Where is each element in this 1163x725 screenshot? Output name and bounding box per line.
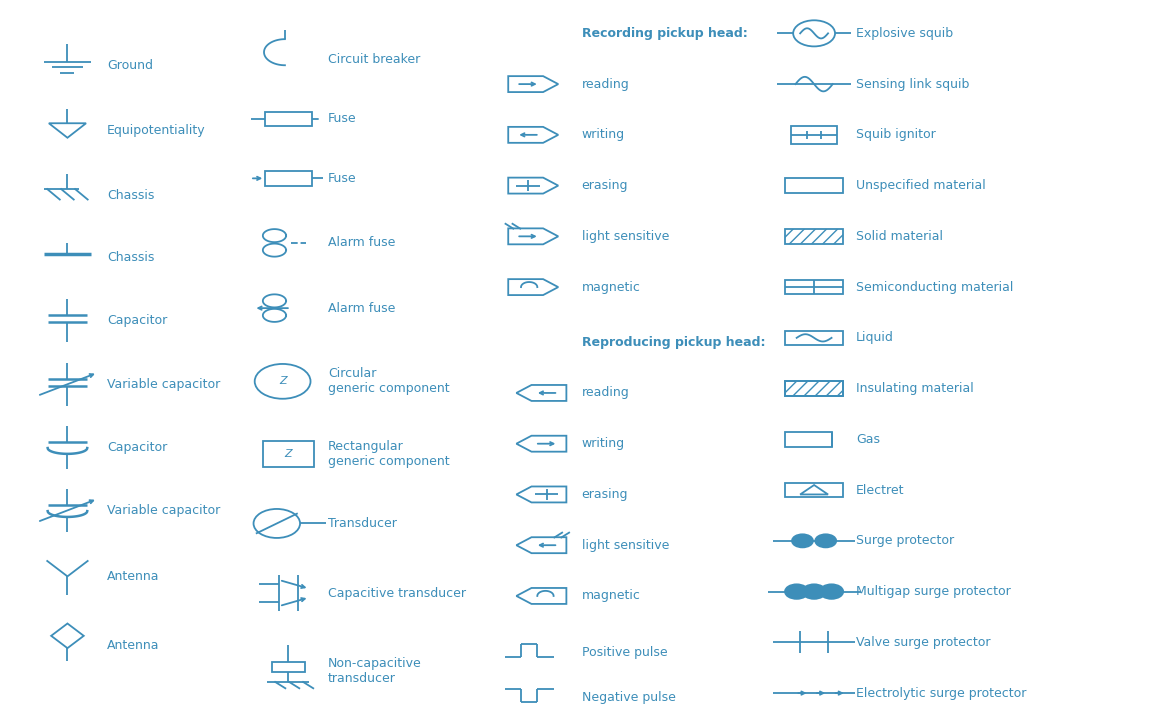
Bar xyxy=(785,331,843,345)
Text: Fuse: Fuse xyxy=(328,112,357,125)
Text: Antenna: Antenna xyxy=(107,639,159,652)
Text: Reproducing pickup head:: Reproducing pickup head: xyxy=(582,336,765,349)
Text: Capacitor: Capacitor xyxy=(107,314,167,327)
Text: reading: reading xyxy=(582,78,629,91)
Text: Gas: Gas xyxy=(856,433,880,446)
Bar xyxy=(272,662,305,672)
Circle shape xyxy=(820,584,843,599)
Text: Electrolytic surge protector: Electrolytic surge protector xyxy=(856,687,1026,700)
Text: Multigap surge protector: Multigap surge protector xyxy=(856,585,1011,598)
Text: Variable capacitor: Variable capacitor xyxy=(107,504,220,517)
Bar xyxy=(265,171,312,186)
Text: Ground: Ground xyxy=(107,59,154,72)
Bar xyxy=(265,112,312,126)
Bar xyxy=(785,381,843,396)
Circle shape xyxy=(802,584,826,599)
Bar xyxy=(263,441,314,467)
Text: writing: writing xyxy=(582,437,625,450)
Text: Positive pulse: Positive pulse xyxy=(582,646,668,659)
Text: Recording pickup head:: Recording pickup head: xyxy=(582,27,748,40)
Text: Chassis: Chassis xyxy=(107,251,155,264)
Text: Circuit breaker: Circuit breaker xyxy=(328,53,420,66)
Bar xyxy=(785,432,832,447)
Text: Surge protector: Surge protector xyxy=(856,534,954,547)
Text: magnetic: magnetic xyxy=(582,589,641,602)
Text: Equipotentiality: Equipotentiality xyxy=(107,124,206,137)
Bar xyxy=(785,483,843,497)
Text: magnetic: magnetic xyxy=(582,281,641,294)
Text: light sensitive: light sensitive xyxy=(582,539,669,552)
Text: Capacitive transducer: Capacitive transducer xyxy=(328,587,466,600)
Text: Z: Z xyxy=(285,449,292,459)
Text: Non-capacitive
transducer: Non-capacitive transducer xyxy=(328,657,422,684)
Text: Circular
generic component: Circular generic component xyxy=(328,368,450,395)
Text: Alarm fuse: Alarm fuse xyxy=(328,302,395,315)
Text: Capacitor: Capacitor xyxy=(107,441,167,454)
Bar xyxy=(785,381,843,396)
Text: Liquid: Liquid xyxy=(856,331,894,344)
Bar xyxy=(785,229,843,244)
Text: Rectangular
generic component: Rectangular generic component xyxy=(328,440,450,468)
Text: Semiconducting material: Semiconducting material xyxy=(856,281,1013,294)
Text: erasing: erasing xyxy=(582,488,628,501)
Text: writing: writing xyxy=(582,128,625,141)
Text: Antenna: Antenna xyxy=(107,570,159,583)
Text: Valve surge protector: Valve surge protector xyxy=(856,636,991,649)
Bar xyxy=(785,280,843,294)
Bar xyxy=(785,178,843,193)
Circle shape xyxy=(792,534,813,547)
Text: Squib ignitor: Squib ignitor xyxy=(856,128,936,141)
Text: Unspecified material: Unspecified material xyxy=(856,179,986,192)
Text: Alarm fuse: Alarm fuse xyxy=(328,236,395,249)
Text: Z: Z xyxy=(279,376,286,386)
Circle shape xyxy=(785,584,808,599)
Text: Negative pulse: Negative pulse xyxy=(582,691,676,704)
Text: Fuse: Fuse xyxy=(328,172,357,185)
Bar xyxy=(791,126,837,144)
Text: Insulating material: Insulating material xyxy=(856,382,973,395)
Text: reading: reading xyxy=(582,386,629,399)
Text: Electret: Electret xyxy=(856,484,905,497)
Text: erasing: erasing xyxy=(582,179,628,192)
Text: Chassis: Chassis xyxy=(107,189,155,202)
Text: light sensitive: light sensitive xyxy=(582,230,669,243)
Text: Solid material: Solid material xyxy=(856,230,943,243)
Text: Explosive squib: Explosive squib xyxy=(856,27,954,40)
Text: Transducer: Transducer xyxy=(328,517,397,530)
Text: Sensing link squib: Sensing link squib xyxy=(856,78,969,91)
Text: Variable capacitor: Variable capacitor xyxy=(107,378,220,391)
Circle shape xyxy=(815,534,836,547)
